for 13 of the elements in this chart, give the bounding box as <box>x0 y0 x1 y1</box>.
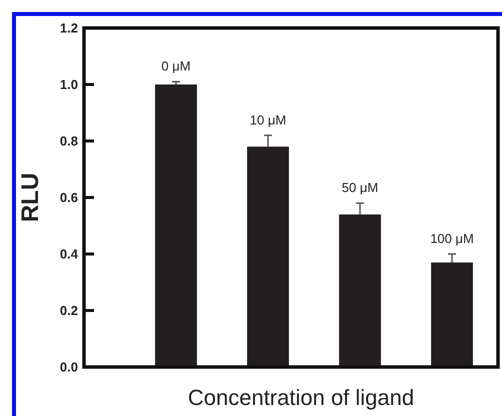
y-axis-title: RLU <box>17 172 44 222</box>
y-tick-label: 0.6 <box>60 190 78 206</box>
y-tick-label: 0.8 <box>60 134 78 149</box>
y-tick-label: 0.4 <box>60 246 79 262</box>
x-tick-label: 10 μM <box>250 112 286 128</box>
y-tick-label: 0.0 <box>60 360 78 375</box>
x-tick-label: 0 μM <box>161 58 191 74</box>
x-tick-label: 100 μM <box>430 231 474 246</box>
y-tick-label: 1.2 <box>60 20 78 36</box>
y-tick-label: 0.2 <box>60 303 78 318</box>
x-tick-label: 50 μM <box>342 180 378 196</box>
x-axis-title: Concentration of ligand <box>188 385 414 410</box>
y-tick-label: 1.0 <box>60 77 78 92</box>
